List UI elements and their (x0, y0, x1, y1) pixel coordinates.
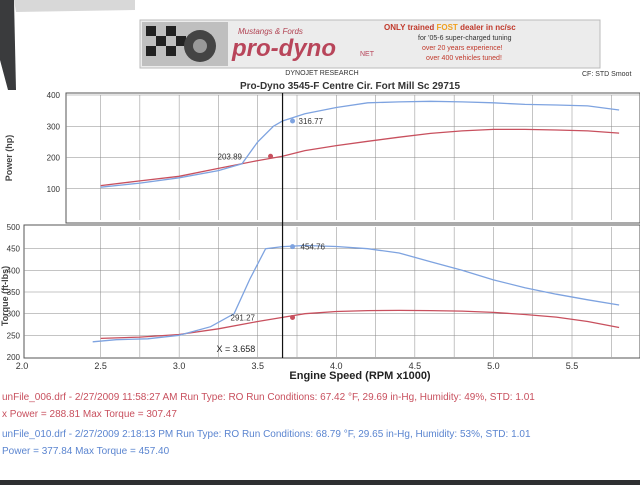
torque-y-ticks: 200 250 300 350 400 450 500 (7, 223, 21, 362)
torque-axis-label: Torque (ft-lbs) (0, 266, 10, 326)
torque-marker-run2 (290, 244, 296, 250)
x-tick-label: 5.0 (487, 361, 500, 371)
series-line-runfile-006 (100, 309, 620, 340)
power-y-tick: 100 (47, 185, 61, 194)
power-panel-frame (65, 92, 640, 224)
series-line-runfile-010 (100, 100, 620, 188)
power-lines (100, 100, 620, 188)
torque-lines (92, 244, 620, 343)
power-y-tick: 400 (47, 91, 61, 100)
torque-y-tick: 350 (7, 288, 21, 297)
paper-shadow-top (14, 0, 135, 12)
torque-panel-frame (23, 224, 640, 359)
torque-label-run1: 291.27 (231, 313, 256, 322)
torque-grid (24, 227, 640, 357)
x-tick-label: 4.5 (409, 361, 422, 371)
banner-tagline-script: Mustangs & Fords (238, 27, 303, 36)
legend-run1-info: unFile_006.drf - 2/27/2009 11:58:27 AM R… (2, 392, 535, 403)
x-tick-label: 2.5 (94, 361, 107, 371)
dynojet-research: DYNOJET RESEARCH (285, 70, 358, 77)
cf-label: CF: STD Smoot (582, 71, 631, 78)
banner-line3: over 20 years experience! (422, 45, 503, 52)
power-y-tick: 300 (47, 122, 61, 131)
power-marker-run1 (268, 153, 274, 159)
series-line-runfile-010 (92, 244, 620, 343)
power-peak-label-run2: 316.77 (299, 117, 324, 126)
torque-y-tick: 300 (7, 310, 21, 319)
shop-address: Pro-Dyno 3545-F Centre Cir. Fort Mill Sc… (240, 81, 461, 92)
x-axis-ticks: 2.0 2.5 3.0 3.5 4.0 4.5 5.0 5.5 (16, 361, 579, 371)
legend-run2-max: Power = 377.84 Max Torque = 457.40 (2, 446, 170, 457)
legend-run1-max: x Power = 288.81 Max Torque = 307.47 (2, 409, 177, 420)
x-tick-label: 5.5 (566, 361, 579, 371)
power-grid (66, 94, 640, 220)
x-tick-label: 4.0 (330, 361, 343, 371)
power-y-tick: 200 (47, 154, 61, 163)
legend-run2-info: unFile_010.drf - 2/27/2009 2:18:13 PM Ru… (2, 429, 531, 440)
paper-shadow-left (0, 0, 16, 90)
pro-dyno-banner: Mustangs & Fords pro-dyno NET ONLY train… (139, 19, 601, 69)
banner-line4: over 400 vehicles tuned! (426, 55, 502, 62)
power-markers (268, 118, 296, 159)
torque-y-tick: 200 (7, 353, 21, 362)
torque-y-tick: 450 (7, 245, 21, 254)
power-axis-label: Power (hp) (4, 135, 14, 182)
banner-logo: pro-dyno (231, 35, 336, 62)
torque-y-tick: 500 (7, 223, 21, 232)
power-marker-run2 (290, 118, 296, 124)
series-line-runfile-006 (100, 128, 620, 187)
banner-line1: ONLY trained FOST dealer in nc/sc (384, 23, 516, 32)
x-tick-label: 2.0 (16, 361, 29, 371)
x-tick-label: 3.0 (173, 361, 186, 371)
power-label-run1: 203.89 (218, 152, 243, 161)
x-tick-label: 3.5 (251, 361, 264, 371)
banner-logo-suffix: NET (360, 51, 375, 58)
banner-line2: for '05-6 super-charged tuning (418, 35, 512, 42)
torque-y-tick: 250 (7, 331, 21, 340)
torque-markers (290, 244, 296, 320)
torque-y-tick: 400 (7, 266, 21, 275)
torque-peak-label-run2: 454.76 (301, 243, 326, 252)
checkered-flag-icon (146, 26, 186, 56)
torque-marker-run1 (290, 314, 296, 320)
x-axis-label: Engine Speed (RPM x1000) (289, 370, 431, 382)
cursor-readout: X = 3.658 (217, 344, 256, 354)
power-y-ticks: 100 200 300 400 (47, 91, 61, 194)
